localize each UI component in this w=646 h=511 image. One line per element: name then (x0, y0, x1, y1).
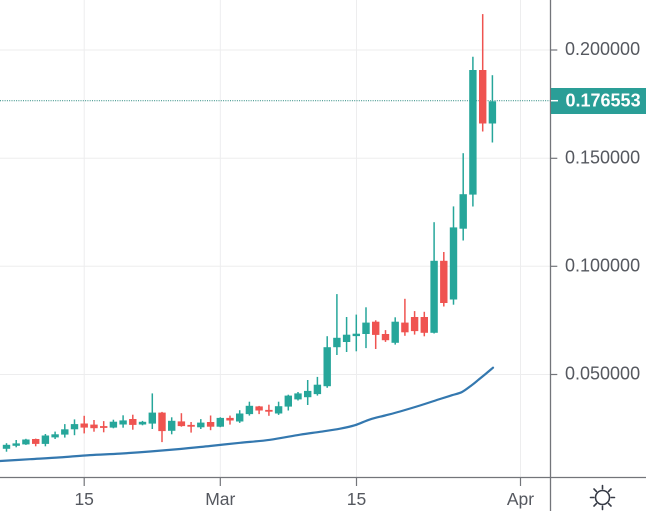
svg-text:0.200000: 0.200000 (565, 39, 640, 59)
svg-text:0.150000: 0.150000 (565, 148, 640, 168)
svg-text:0.100000: 0.100000 (565, 256, 640, 276)
svg-text:Apr: Apr (507, 489, 534, 509)
svg-text:0.050000: 0.050000 (565, 364, 640, 384)
svg-text:0.176553: 0.176553 (566, 91, 641, 111)
svg-text:Mar: Mar (205, 489, 235, 509)
svg-text:15: 15 (347, 489, 366, 509)
svg-text:15: 15 (74, 489, 93, 509)
